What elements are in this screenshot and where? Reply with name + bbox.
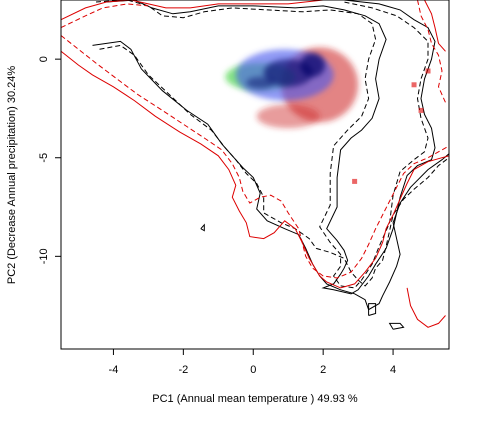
y-axis-title: PC2 (Decrease Annual precipitation) 30.2… xyxy=(6,66,18,285)
x-axis: -4 -2 0 2 4 xyxy=(109,349,396,376)
plot-frame xyxy=(60,0,450,350)
contour-a-solid-13 xyxy=(200,223,205,232)
dot-1 xyxy=(418,107,424,113)
dot-3 xyxy=(425,68,431,74)
contour-b-solid-8 xyxy=(61,50,449,289)
contour-b-solid-5 xyxy=(424,0,446,52)
density-blob-navy-5 xyxy=(300,53,325,77)
x-tick-label-3: 2 xyxy=(320,364,326,376)
x-tick-label-4: 4 xyxy=(390,364,396,376)
x-tick-label-2: 0 xyxy=(250,364,256,376)
dot-0 xyxy=(352,178,358,184)
y-tick-label-0: 0 xyxy=(38,56,50,62)
density-blob-navy-4 xyxy=(263,59,313,87)
x-tick-label-0: -4 xyxy=(109,364,119,376)
contour-a-solid-12 xyxy=(388,322,405,330)
density-blob-navy-6 xyxy=(246,76,275,89)
y-axis: 0 -5 -10 xyxy=(38,56,61,264)
contour-b-dashed-9 xyxy=(61,35,449,279)
contour-a-solid-11 xyxy=(368,303,377,316)
contour-b-dashed-7 xyxy=(417,0,446,103)
y-tick-label-2: -10 xyxy=(38,248,50,264)
density-blob-red-1 xyxy=(256,104,320,129)
contour-a-dashed-3 xyxy=(99,44,449,287)
plot-area xyxy=(61,0,449,330)
contour-a-dashed-1 xyxy=(95,0,429,289)
y-tick-label-1: -5 xyxy=(38,153,50,163)
contour-b-solid-10 xyxy=(406,287,446,328)
contour-layer xyxy=(61,0,449,330)
x-axis-title: PC1 (Annual mean temperature ) 49.93 % xyxy=(152,393,358,405)
contour-b-solid-4 xyxy=(61,0,324,21)
contour-b-dashed-6 xyxy=(61,3,149,29)
density-layer xyxy=(225,47,359,129)
x-tick-label-1: -2 xyxy=(178,364,188,376)
dot-2 xyxy=(411,82,417,88)
